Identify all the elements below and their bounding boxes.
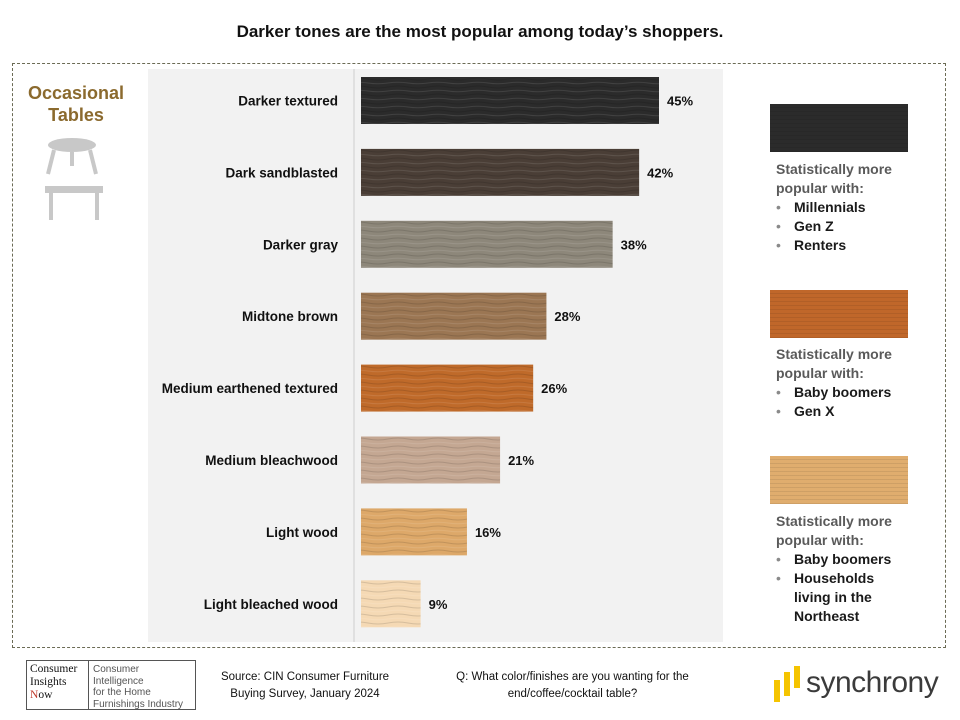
category-label: Darker textured: [238, 94, 338, 109]
callout-heading: Statistically more popular with:: [776, 161, 892, 196]
page-title: Darker tones are the most popular among …: [236, 22, 724, 41]
callout-item: Millennials: [776, 198, 946, 217]
bar-texture: [361, 220, 613, 268]
callout-swatch-medium: [770, 290, 908, 338]
category-label: Midtone brown: [242, 309, 338, 324]
cin-logo: Consumer Insights Now Consumer Intellige…: [26, 660, 196, 710]
synchrony-logo-text: synchrony: [806, 666, 939, 699]
category-label: Medium bleachwood: [205, 453, 338, 468]
value-label: 16%: [475, 525, 501, 540]
callout-heading: Statistically more popular with:: [776, 346, 892, 381]
callout-item: Baby boomers: [776, 383, 946, 402]
category-label: Light wood: [266, 525, 338, 540]
value-label: 45%: [667, 94, 693, 109]
callout-swatch-light: [770, 456, 908, 504]
callout-item: Gen Z: [776, 217, 946, 236]
rectangular-table-icon: [45, 186, 103, 220]
callout-light: Statistically more popular with: Baby bo…: [776, 512, 946, 626]
bar-texture: [361, 508, 467, 556]
callout-item: Renters: [776, 236, 946, 255]
bar-texture: [361, 580, 421, 628]
value-label: 42%: [647, 165, 673, 180]
cin-logo-wordmark: Consumer Insights Now: [27, 661, 89, 709]
category-title: Occasional Tables: [26, 82, 126, 126]
value-label: 38%: [621, 237, 647, 252]
synchrony-logo-icon: [774, 666, 800, 702]
callout-medium: Statistically more popular with: Baby bo…: [776, 345, 946, 421]
value-label: 21%: [508, 453, 534, 468]
bar-texture: [361, 292, 547, 340]
category-label: Light bleached wood: [204, 597, 338, 612]
callout-swatch-dark: [770, 104, 908, 152]
bar-texture: [361, 436, 501, 484]
value-label: 26%: [541, 381, 567, 396]
value-label: 9%: [429, 597, 448, 612]
category-title-line1: Occasional: [27, 83, 125, 103]
source-note: Source: CIN Consumer Furniture Buying Su…: [220, 671, 390, 700]
cin-logo-tagline: Consumer Intelligence for the Home Furni…: [93, 664, 184, 710]
category-label: Darker gray: [263, 237, 339, 252]
callout-dark: Statistically more popular with: Millenn…: [776, 160, 946, 255]
category-label: Medium earthened textured: [162, 381, 338, 396]
callout-item: Gen X: [776, 402, 946, 421]
callout-item: Households living in the Northeast: [776, 569, 886, 626]
round-table-icon: [46, 138, 98, 175]
content-frame: [12, 63, 946, 648]
callout-item: Baby boomers: [776, 550, 946, 569]
bar-chart: Darker textured 45% Dark sandblasted 42% Dar…: [162, 69, 693, 642]
value-label: 28%: [554, 309, 580, 324]
question-note: Q: What color/finishes are you wanting f…: [456, 671, 689, 700]
bar-texture: [361, 77, 659, 124]
bar-texture: [361, 364, 534, 412]
category-label: Dark sandblasted: [225, 165, 338, 180]
bar-texture: [361, 148, 640, 196]
callout-heading: Statistically more popular with:: [776, 513, 892, 548]
category-title-line2: Tables: [48, 105, 104, 125]
